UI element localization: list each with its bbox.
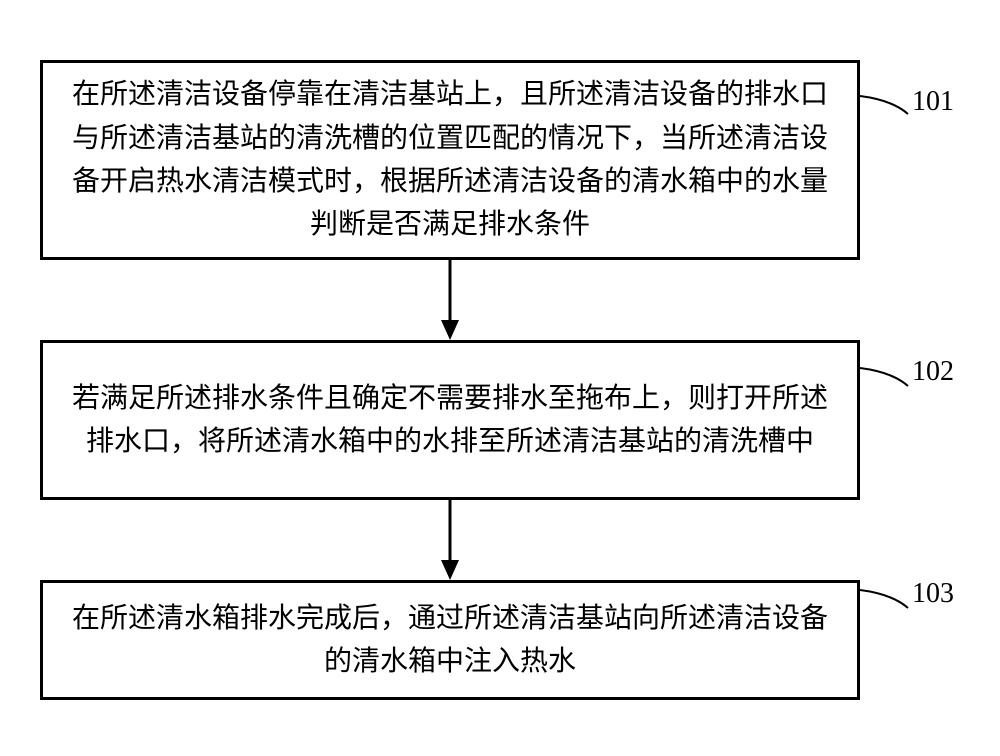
step-label-103: 103 <box>912 578 954 610</box>
leader-line-103 <box>0 0 1000 756</box>
flowchart-canvas: 在所述清洁设备停靠在清洁基站上，且所述清洁设备的排水口与所述清洁基站的清洗槽的位… <box>0 0 1000 756</box>
